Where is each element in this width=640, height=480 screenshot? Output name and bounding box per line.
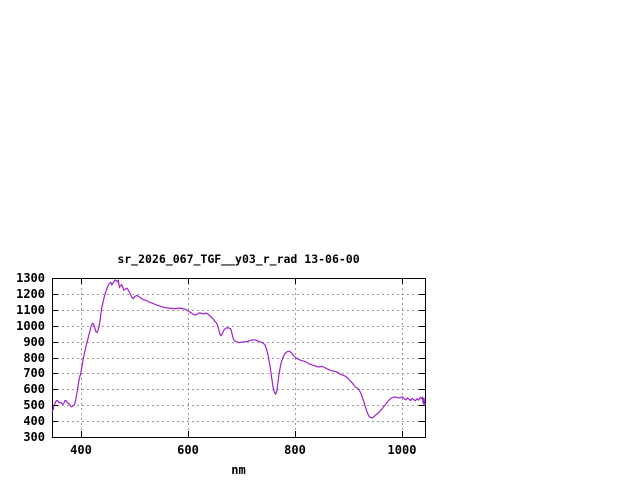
x-tick-label: 600 [177,443,199,457]
x-tick-label: 400 [70,443,92,457]
y-tick-label: 1100 [16,303,45,317]
y-tick-label: 1300 [16,271,45,285]
x-tick-label: 1000 [387,443,417,457]
y-tick-label: 400 [23,414,45,428]
y-tick-label: 700 [23,366,45,380]
y-tick-label: 800 [23,351,45,365]
y-tick-label: 1200 [16,287,45,301]
y-tick-label: 600 [23,382,45,396]
chart-title: sr_2026_067_TGF__y03_r_rad 13-06-00 [117,252,360,266]
spectrum-line [51,279,426,419]
x-tick-label: 800 [284,443,306,457]
y-tick-label: 1000 [16,319,45,333]
x-axis-label: nm [231,463,246,477]
y-tick-label: 500 [23,398,45,412]
y-tick-label: 300 [23,430,45,444]
y-tick-label: 900 [23,335,45,349]
